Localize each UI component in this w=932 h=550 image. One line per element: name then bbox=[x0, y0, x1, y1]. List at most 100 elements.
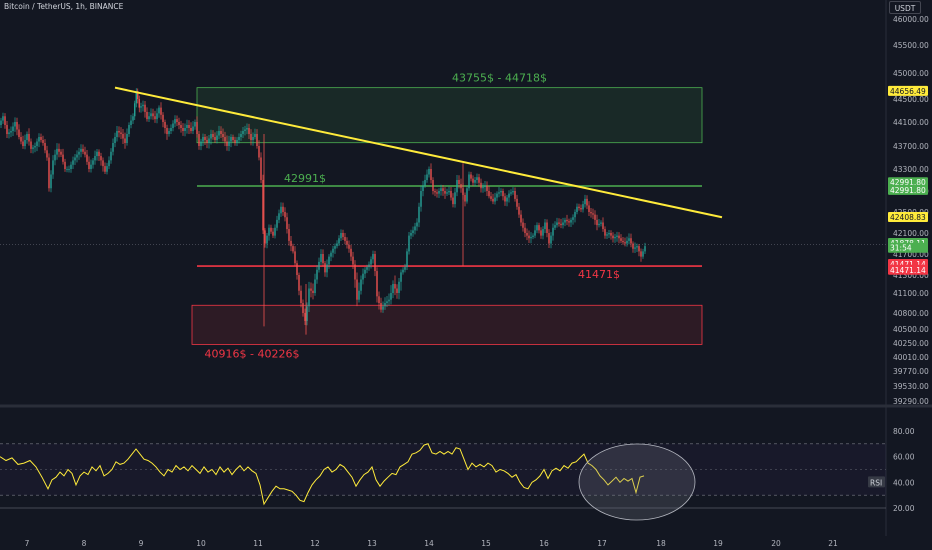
candle-body bbox=[424, 180, 426, 186]
candle-body bbox=[112, 143, 114, 152]
candle-body bbox=[600, 222, 602, 224]
candle-body bbox=[56, 148, 58, 155]
candle-body bbox=[584, 198, 586, 205]
candle-body bbox=[286, 217, 288, 230]
candle-body bbox=[162, 114, 164, 122]
candle-body bbox=[116, 131, 118, 137]
rsi-tag-label: RSI bbox=[870, 478, 882, 487]
candle-body bbox=[8, 132, 10, 134]
candle-body bbox=[428, 169, 430, 175]
candle-body bbox=[426, 174, 428, 180]
candle-body bbox=[620, 238, 622, 241]
candle-body bbox=[0, 120, 2, 125]
price-tick-label: 43300.00 bbox=[893, 165, 929, 174]
candle-body bbox=[420, 191, 422, 207]
candle-body bbox=[58, 148, 60, 152]
currency-button[interactable]: USDT bbox=[889, 1, 921, 14]
candle-body bbox=[538, 225, 540, 231]
candle-body bbox=[302, 303, 304, 313]
candle-body bbox=[520, 214, 522, 223]
candle-body bbox=[158, 107, 160, 114]
candle-body bbox=[558, 222, 560, 224]
candle-body bbox=[314, 279, 316, 293]
candle-body bbox=[218, 131, 220, 136]
candle-body bbox=[22, 141, 24, 146]
candle-body bbox=[48, 157, 50, 189]
candle-body bbox=[514, 191, 516, 199]
candle-body bbox=[64, 161, 66, 169]
price-tick-label: 44500.00 bbox=[893, 95, 929, 104]
candle-body bbox=[135, 91, 137, 104]
candle-body bbox=[556, 222, 558, 226]
price-tick-label: 40800.00 bbox=[893, 309, 929, 318]
candle-body bbox=[306, 306, 308, 321]
price-tick-label: 40010.00 bbox=[893, 353, 929, 362]
candle-body bbox=[108, 160, 110, 167]
candle-body bbox=[52, 160, 54, 175]
price-tag-label: 41471.14 bbox=[890, 266, 926, 275]
candle-body bbox=[274, 227, 276, 236]
candle-body bbox=[402, 269, 404, 273]
candle-body bbox=[190, 128, 192, 131]
candle-body bbox=[598, 223, 600, 226]
price-tag bbox=[888, 242, 928, 253]
candle-body bbox=[6, 125, 8, 134]
candle-body bbox=[366, 267, 368, 270]
price-tag bbox=[888, 211, 928, 222]
candle-body bbox=[318, 261, 320, 270]
candle-body bbox=[308, 288, 310, 307]
candle-body bbox=[160, 107, 162, 115]
candle-body bbox=[546, 222, 548, 233]
candle-body bbox=[84, 151, 86, 155]
candle-body bbox=[28, 134, 30, 142]
candle-body bbox=[268, 227, 270, 236]
candle-body bbox=[550, 235, 552, 244]
price-tick-label: 46000.00 bbox=[893, 15, 929, 24]
candle-body bbox=[122, 134, 124, 139]
candle-body bbox=[380, 303, 382, 310]
candle-body bbox=[382, 306, 384, 310]
zone-box bbox=[191, 304, 703, 345]
candle-body bbox=[340, 233, 342, 239]
candle-body bbox=[370, 259, 372, 265]
candle-body bbox=[542, 229, 544, 236]
candle-body bbox=[354, 264, 356, 280]
candle-body bbox=[178, 122, 180, 125]
candle-body bbox=[326, 264, 328, 273]
candle-body bbox=[484, 185, 486, 187]
candle-body bbox=[376, 271, 378, 297]
candle-body bbox=[492, 198, 494, 202]
candle-body bbox=[226, 141, 228, 146]
candle-body bbox=[92, 160, 94, 165]
candle-body bbox=[404, 267, 406, 270]
rsi-tick-label: 60.00 bbox=[893, 453, 915, 462]
candle-body bbox=[410, 233, 412, 236]
candle-body bbox=[242, 131, 244, 134]
candle-body bbox=[498, 192, 500, 194]
candle-body bbox=[254, 134, 256, 137]
candle-body bbox=[266, 235, 268, 244]
candle-body bbox=[288, 229, 290, 241]
candle-body bbox=[36, 141, 38, 146]
price-tick-label: 41300.00 bbox=[893, 271, 929, 280]
candle-body bbox=[68, 169, 70, 170]
candle-body bbox=[466, 188, 468, 202]
candle-body bbox=[76, 154, 78, 158]
candle-body bbox=[572, 217, 574, 220]
level-label: 41471$ bbox=[578, 268, 620, 281]
candle-body bbox=[580, 208, 582, 210]
candle-body bbox=[250, 134, 252, 140]
candle-body bbox=[132, 116, 134, 121]
candle-body bbox=[30, 141, 32, 149]
candle-body bbox=[328, 256, 330, 265]
candle-body bbox=[256, 134, 258, 146]
time-tick-label: 10 bbox=[196, 539, 206, 548]
candle-body bbox=[632, 243, 634, 249]
candle-body bbox=[350, 248, 352, 257]
candle-body bbox=[630, 238, 632, 244]
candle-body bbox=[146, 111, 148, 120]
candle-body bbox=[270, 227, 272, 232]
candle-body bbox=[552, 227, 554, 236]
candle-body bbox=[98, 151, 100, 157]
